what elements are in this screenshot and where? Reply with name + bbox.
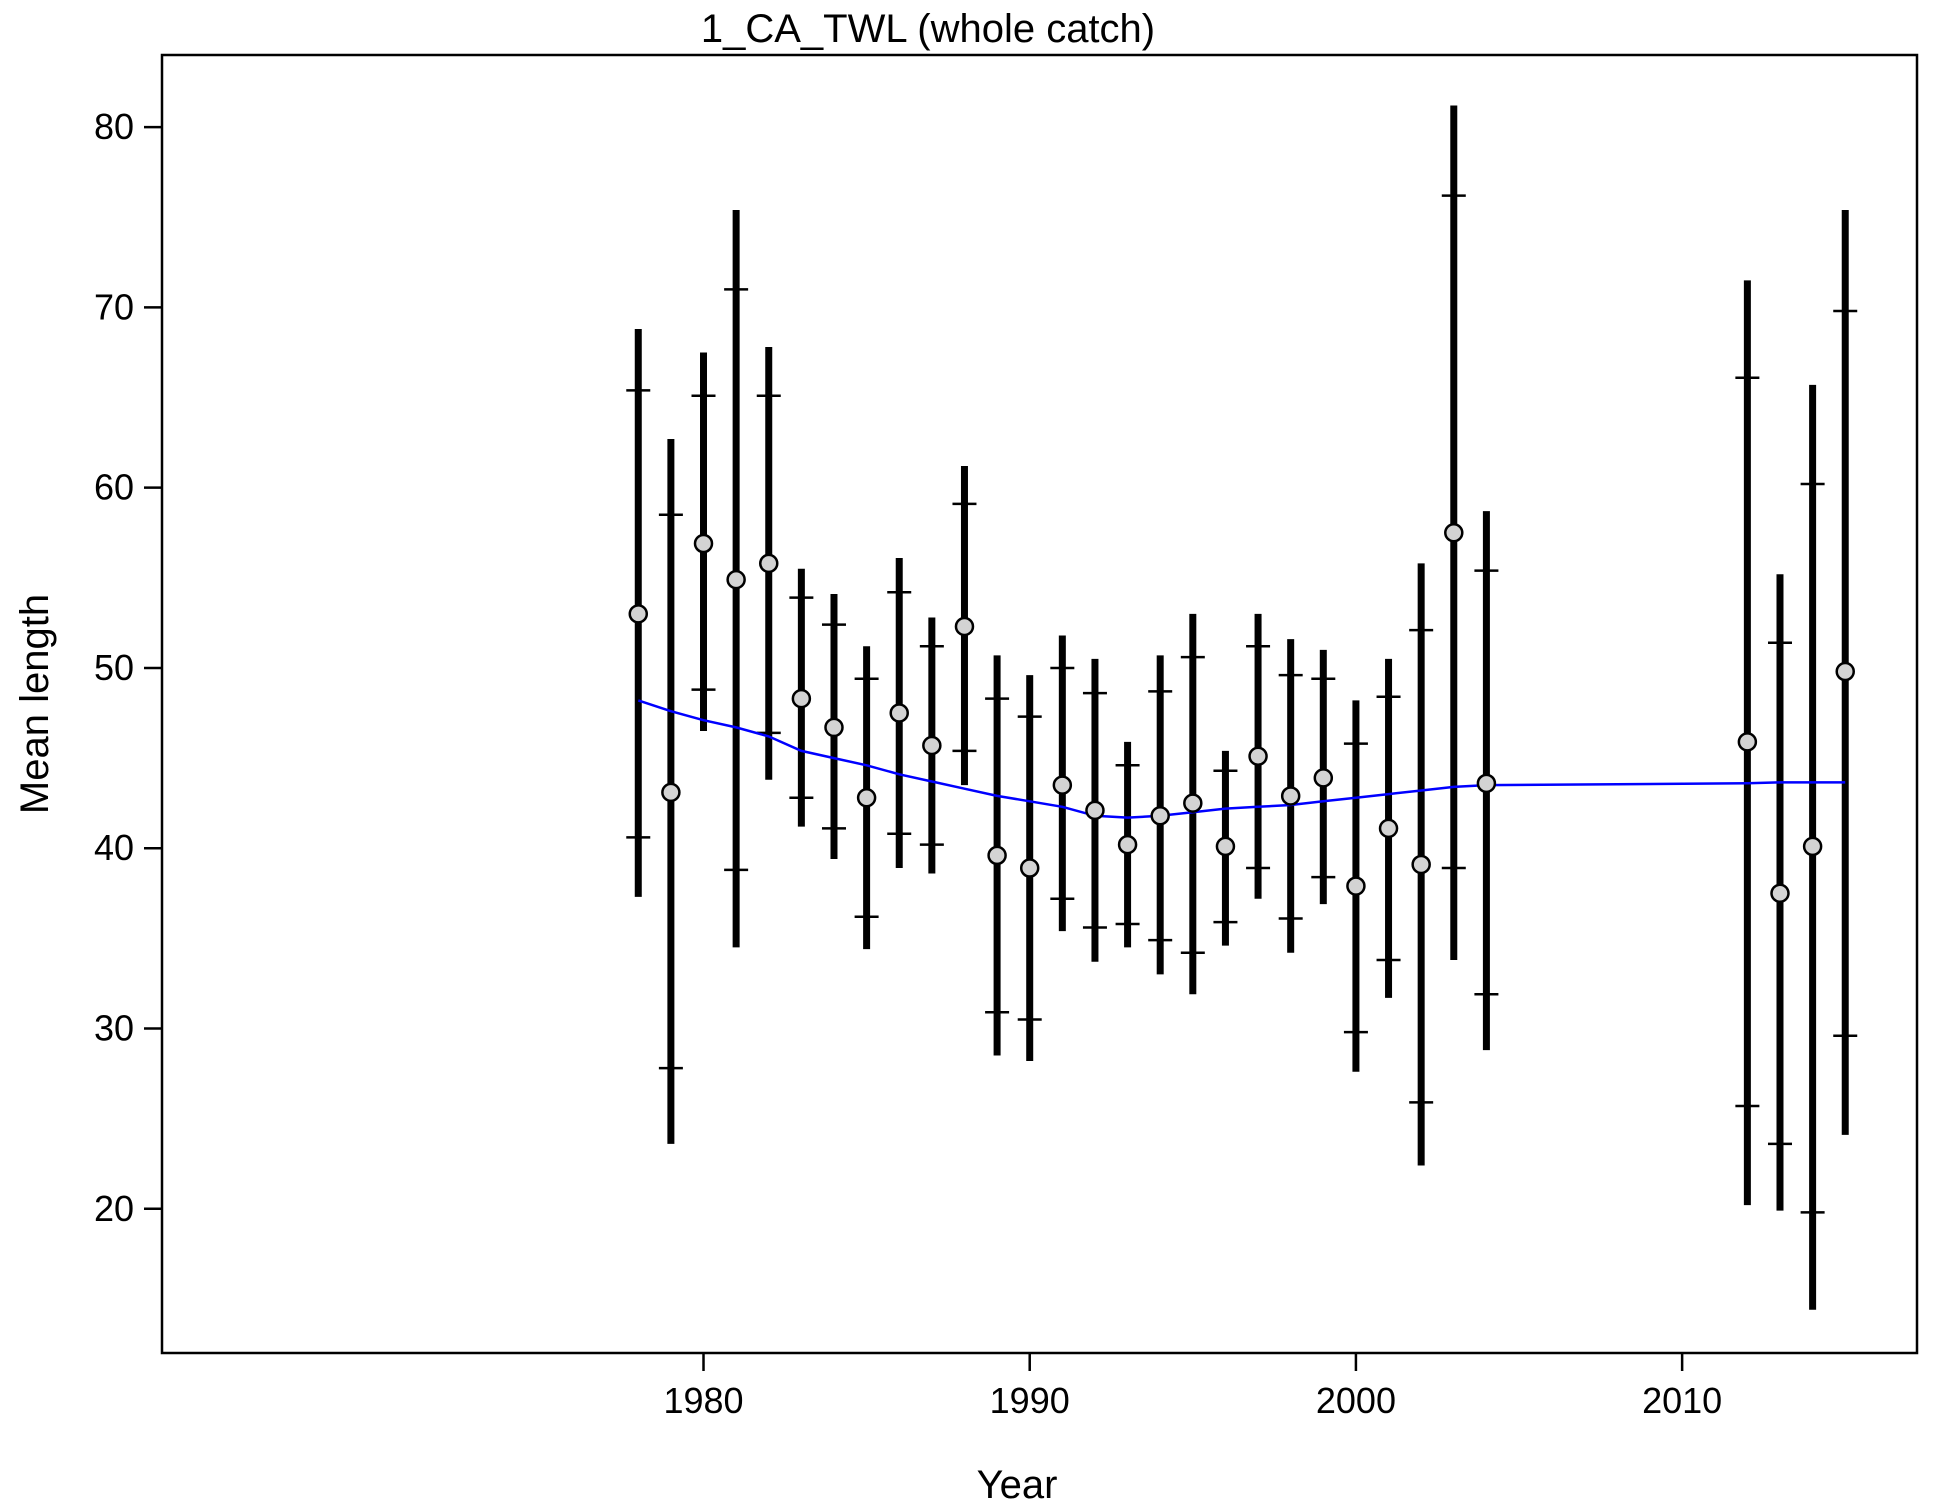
observed-point: [1378, 818, 1399, 839]
observed-point: [954, 616, 975, 637]
observed-point: [726, 569, 746, 590]
y-tick-label: 40: [94, 827, 134, 868]
observed-point: [1346, 876, 1366, 896]
y-tick-label: 20: [94, 1188, 134, 1229]
observed-point: [1117, 834, 1138, 855]
x-tick-label: 2000: [1316, 1380, 1396, 1421]
y-axis: 20 30 40 50 60 70 80: [94, 106, 162, 1229]
observed-point: [1183, 793, 1203, 813]
observed-point: [1313, 768, 1334, 788]
x-tick-label: 1990: [990, 1380, 1070, 1421]
observed-point: [693, 533, 714, 554]
observed-point: [824, 717, 844, 738]
observed-point: [1411, 854, 1431, 875]
observed-point: [922, 735, 942, 756]
y-axis-label: Mean length: [13, 594, 57, 814]
observed-point: [1150, 806, 1170, 826]
observed-point: [856, 787, 877, 808]
x-tick-label: 1980: [663, 1380, 743, 1421]
observed-point: [628, 604, 649, 624]
chart-title: 1_CA_TWL (whole catch): [701, 7, 1155, 51]
observed-point: [1280, 786, 1301, 806]
x-tick-label: 2010: [1642, 1380, 1722, 1421]
observed-point: [1248, 746, 1268, 767]
x-axis: 1980 1990 2000 2010: [663, 1353, 1722, 1421]
y-tick-label: 30: [94, 1008, 134, 1049]
y-tick-label: 70: [94, 286, 134, 327]
observed-point: [1085, 800, 1105, 821]
observed-point: [1770, 883, 1790, 904]
observed-point: [889, 703, 909, 723]
expected-line: [637, 699, 1846, 819]
observed-point: [1737, 732, 1758, 752]
observed-point: [1019, 858, 1040, 878]
observed-point: [758, 553, 779, 574]
observed-point: [1835, 661, 1855, 682]
observation-intervals: [626, 105, 1858, 1310]
observed-point: [1802, 836, 1823, 857]
expected-series-line: [637, 699, 1846, 819]
observed-point: [791, 688, 812, 709]
x-axis-label: Year: [977, 1463, 1058, 1500]
observed-point: [1215, 836, 1236, 857]
plot-frame: [160, 53, 1919, 1355]
observed-point: [1476, 773, 1497, 794]
observed-point: [987, 845, 1007, 866]
observation-points: [628, 522, 1855, 904]
y-tick-label: 50: [94, 647, 134, 688]
observed-point: [1052, 775, 1073, 795]
observed-point: [1444, 522, 1464, 543]
y-tick-label: 60: [94, 467, 134, 508]
y-tick-label: 80: [94, 106, 134, 147]
observed-point: [661, 782, 681, 803]
